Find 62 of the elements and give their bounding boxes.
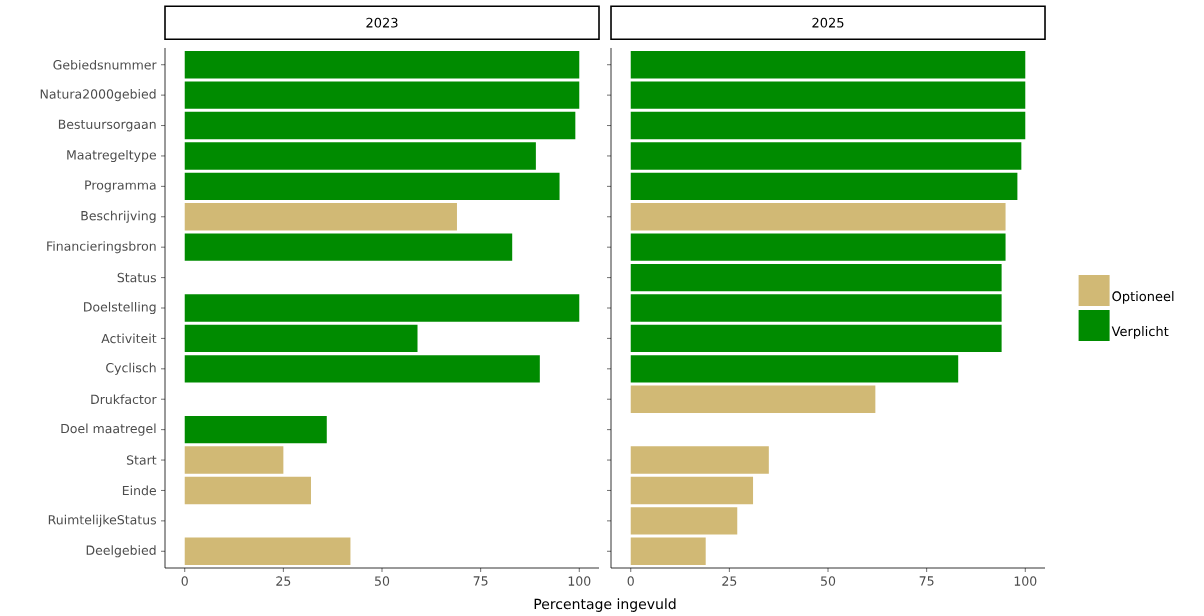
x-tick-label: 50 [375,576,390,586]
bar [184,415,327,444]
bar [630,476,754,505]
y-tick-label: Status [117,272,157,283]
bar [184,324,418,353]
x-tick-label: 25 [722,576,737,586]
x-tick-label: 0 [181,576,188,586]
bar [184,81,580,109]
y-tick-label: Programma [85,180,156,193]
x-tick-label: 100 [568,576,591,586]
bar [184,446,284,474]
bar [630,233,1006,261]
legend-label: Verplicht [1111,326,1169,339]
bar [630,51,1026,79]
y-tick-label: Drukfactor [91,394,157,405]
bar [630,81,1026,109]
y-tick-label: Einde [122,485,156,496]
x-tick-label: 50 [821,576,836,586]
bar [184,51,580,79]
y-tick-label: Deelgebied [86,545,156,558]
bar [184,355,540,383]
x-axis-title: Percentage ingevuld [534,598,676,612]
y-tick-label: Doelstelling [84,301,156,315]
bar [630,355,959,383]
y-tick-label: Cyclisch [106,362,156,375]
chart-title: 2025 [812,17,844,28]
y-tick-label: Bestuursorgaan [58,119,156,132]
bar [184,172,560,201]
y-tick-label: Gebiedsnummer [53,59,157,70]
y-tick-label: Natura2000gebied [40,89,156,102]
y-tick-label: Beschrijving [81,210,156,223]
bar [184,476,311,505]
bar [184,203,457,231]
x-tick-label: 25 [276,576,291,586]
y-tick-label: Financieringsbron [47,241,156,254]
bar [630,263,1002,292]
x-tick-label: 100 [1014,576,1037,586]
y-tick-label: Start [126,455,157,465]
bar [630,507,738,535]
bar [630,385,876,413]
bar [630,111,1026,140]
y-tick-label: RuimtelijkeStatus [48,514,157,527]
x-tick-label: 75 [919,576,934,586]
bar [630,142,1022,170]
bar [630,537,706,565]
bar [630,203,1006,231]
bar [630,324,1002,353]
x-tick-label: 75 [473,576,488,586]
y-tick-label: Activiteit [101,333,157,344]
bar [184,294,580,322]
bar [184,537,351,565]
bar [184,111,576,140]
chart-title: 2023 [366,17,398,28]
y-tick-label: Maatregeltype [67,149,156,162]
x-tick-label: 0 [627,576,634,586]
bar [184,233,513,261]
bar [184,142,536,170]
bar [630,294,1002,322]
bar [630,172,1018,201]
legend-label: Optioneel [1112,291,1174,304]
bar [630,446,769,474]
y-tick-label: Doel maatregel [61,423,156,436]
